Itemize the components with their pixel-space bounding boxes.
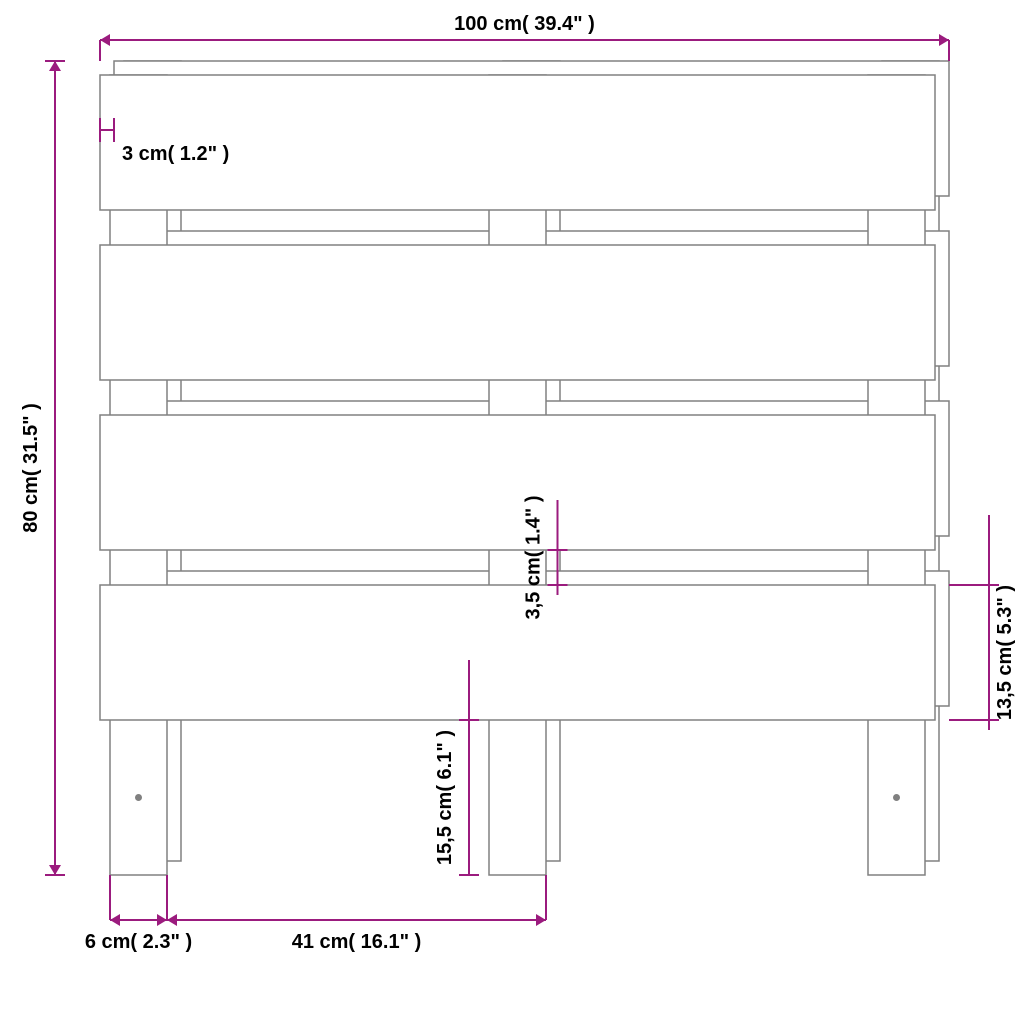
dim-slat-height: 13,5 cm( 5.3" ) bbox=[994, 585, 1016, 720]
dim-gap: 3,5 cm( 1.4" ) bbox=[523, 496, 545, 620]
dim-leg-width: 6 cm( 2.3" ) bbox=[85, 931, 192, 953]
dim-depth: 3 cm( 1.2" ) bbox=[122, 143, 229, 165]
dim-top-width: 100 cm( 39.4" ) bbox=[454, 13, 595, 35]
dim-spacing: 41 cm( 16.1" ) bbox=[292, 931, 422, 953]
dim-leg-drop: 15,5 cm( 6.1" ) bbox=[434, 730, 456, 865]
headboard-dimension-diagram: 100 cm( 39.4" ) 80 cm( 31.5" ) 3 cm( 1.2" … bbox=[0, 0, 1024, 1024]
dim-left-height: 80 cm( 31.5" ) bbox=[20, 403, 42, 533]
